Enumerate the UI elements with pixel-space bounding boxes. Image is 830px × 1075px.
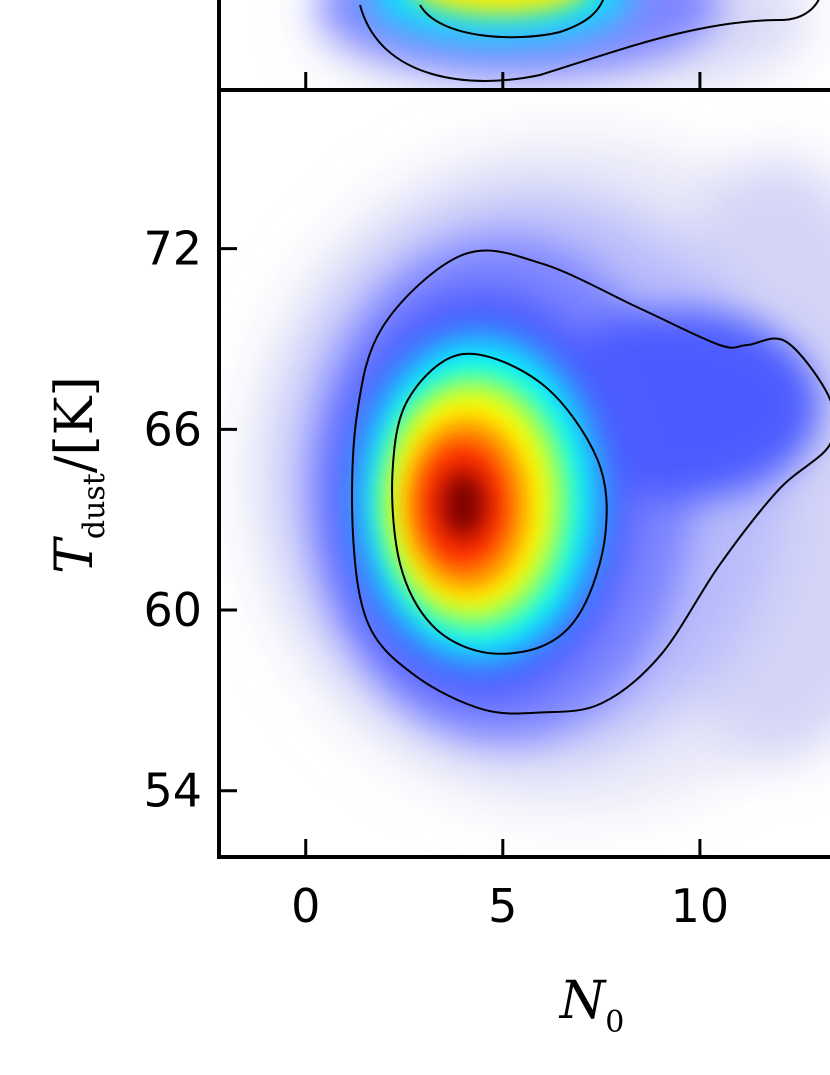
y-axis-label-subscript: dust bbox=[77, 473, 112, 539]
x-axis-ticks: 0 5 10 bbox=[291, 839, 729, 933]
upper-panel bbox=[217, 0, 820, 90]
density-layer-peak bbox=[441, 470, 486, 539]
x-tick-label-10: 10 bbox=[671, 879, 730, 933]
y-tick-label-54: 54 bbox=[143, 764, 202, 818]
x-tick-label-5: 5 bbox=[488, 879, 517, 933]
y-axis-label: Tdust/[K] bbox=[45, 376, 112, 574]
y-tick-label-72: 72 bbox=[143, 222, 202, 276]
density-contours bbox=[351, 249, 830, 715]
density-heatmap bbox=[243, 134, 830, 815]
x-axis-label-main: N bbox=[558, 971, 607, 1031]
x-axis-label-subscript: 0 bbox=[605, 1005, 624, 1040]
y-axis-label-units: /[K] bbox=[45, 376, 105, 473]
y-tick-label-66: 66 bbox=[143, 402, 202, 456]
contour-inner bbox=[391, 352, 608, 655]
upper-panel-x-ticks bbox=[304, 72, 702, 90]
contour-outer bbox=[351, 249, 830, 715]
y-axis-ticks: 54 60 66 72 bbox=[143, 222, 237, 818]
y-tick-label-60: 60 bbox=[143, 583, 202, 637]
x-axis-label: N0 bbox=[558, 971, 625, 1040]
upper-contour-inner bbox=[419, 0, 605, 39]
upper-panel-density bbox=[310, 0, 820, 90]
y-axis-label-main: T bbox=[45, 536, 105, 574]
upper-contour-outer bbox=[359, 0, 820, 82]
x-tick-label-0: 0 bbox=[291, 879, 320, 933]
